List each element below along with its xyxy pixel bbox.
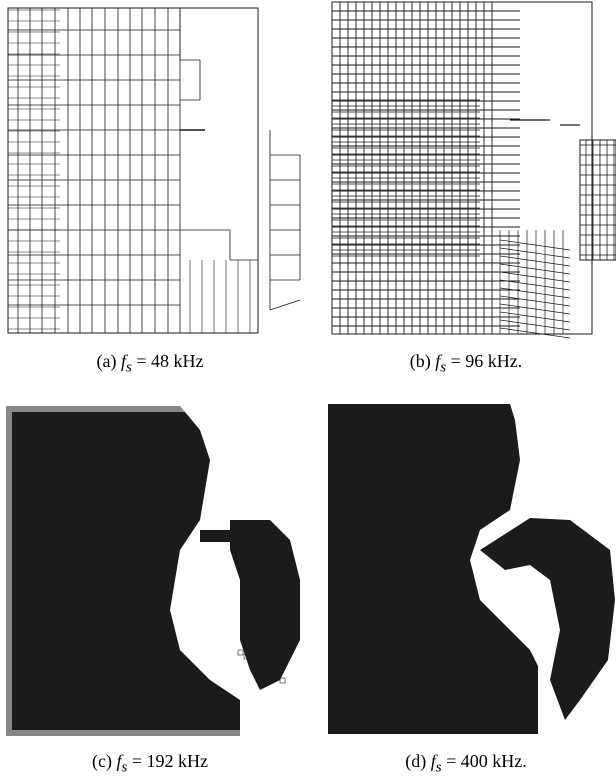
mesh-b-fringe [499,319,571,331]
mesh-c-notch [170,406,260,736]
caption-c-unit: kHz [178,751,208,771]
mesh-c-fringe-cell [273,673,280,680]
mesh-d-ring [480,518,615,720]
caption-d-unit: kHz. [492,751,527,771]
caption-c: (c) fs = 192 kHz [0,750,300,779]
caption-d-value: 400 [460,751,488,771]
mesh-c-fringe-cell [249,657,256,664]
mesh-b-fringe [499,279,571,291]
mesh-c-fringe-cell [237,649,244,656]
mesh-b-outer-boundary [331,1,593,335]
mesh-a-island [269,299,301,311]
caption-a-unit: kHz [173,351,204,371]
mesh-b-fringe [499,295,571,307]
mesh-b-fringe [499,255,571,267]
caption-a-value: 48 [151,351,169,371]
mesh-b-fringe [499,247,571,259]
caption-d: (d) fs = 400 kHz. [316,750,616,779]
mesh-b-fringe [499,239,571,251]
caption-c-label: (c) [92,751,112,771]
caption-b-unit: kHz. [487,351,523,371]
caption-a: (a) fs = 48 kHz [0,350,300,379]
mesh-b-graphic [331,1,616,339]
mesh-c-ring [230,520,300,690]
mesh-c-fringe-cell [255,661,262,668]
mesh-c-fringe-cell [279,677,286,684]
caption-b-sub: s [440,359,447,376]
mesh-c-fringe-cell [261,665,268,672]
mesh-d-ring-hole [525,575,550,670]
caption-d-label: (d) [405,751,427,771]
caption-c-value: 192 [146,751,174,771]
caption-a-sub: s [126,359,132,376]
panel-a-mesh [0,0,310,340]
mesh-b-fringe [499,327,571,339]
mesh-b-fringe [499,287,571,299]
mesh-a-graphic [7,7,301,334]
caption-a-rel: = [136,351,147,371]
caption-b-rel: = [450,351,461,371]
caption-b: (b) fs = 96 kHz. [316,350,616,379]
mesh-b-island [579,139,616,261]
panel-d-mesh [310,400,616,740]
panel-c-mesh [0,400,310,740]
mesh-c-graphic [6,406,300,736]
caption-a-var: f [120,351,126,371]
mesh-d-graphic [328,404,615,734]
mesh-a-outer-boundary [7,7,259,334]
caption-b-label: (b) [409,351,431,371]
mesh-b-fringe [499,303,571,315]
caption-c-var: f [116,751,122,771]
mesh-b-fringe [499,271,571,283]
mesh-c-fringe-cell [267,669,274,676]
mesh-b-fringe [499,311,571,323]
panel-b-mesh [310,0,616,340]
caption-b-value: 96 [465,351,484,371]
caption-a-label: (a) [96,351,117,371]
mesh-b-fringe [499,263,571,275]
caption-d-rel: = [446,751,457,771]
caption-c-rel: = [131,751,142,771]
caption-c-sub: s [121,759,128,776]
caption-b-var: f [435,351,441,371]
caption-d-var: f [430,751,436,771]
mesh-c-fringe-cell [243,653,250,660]
caption-d-sub: s [435,759,442,776]
